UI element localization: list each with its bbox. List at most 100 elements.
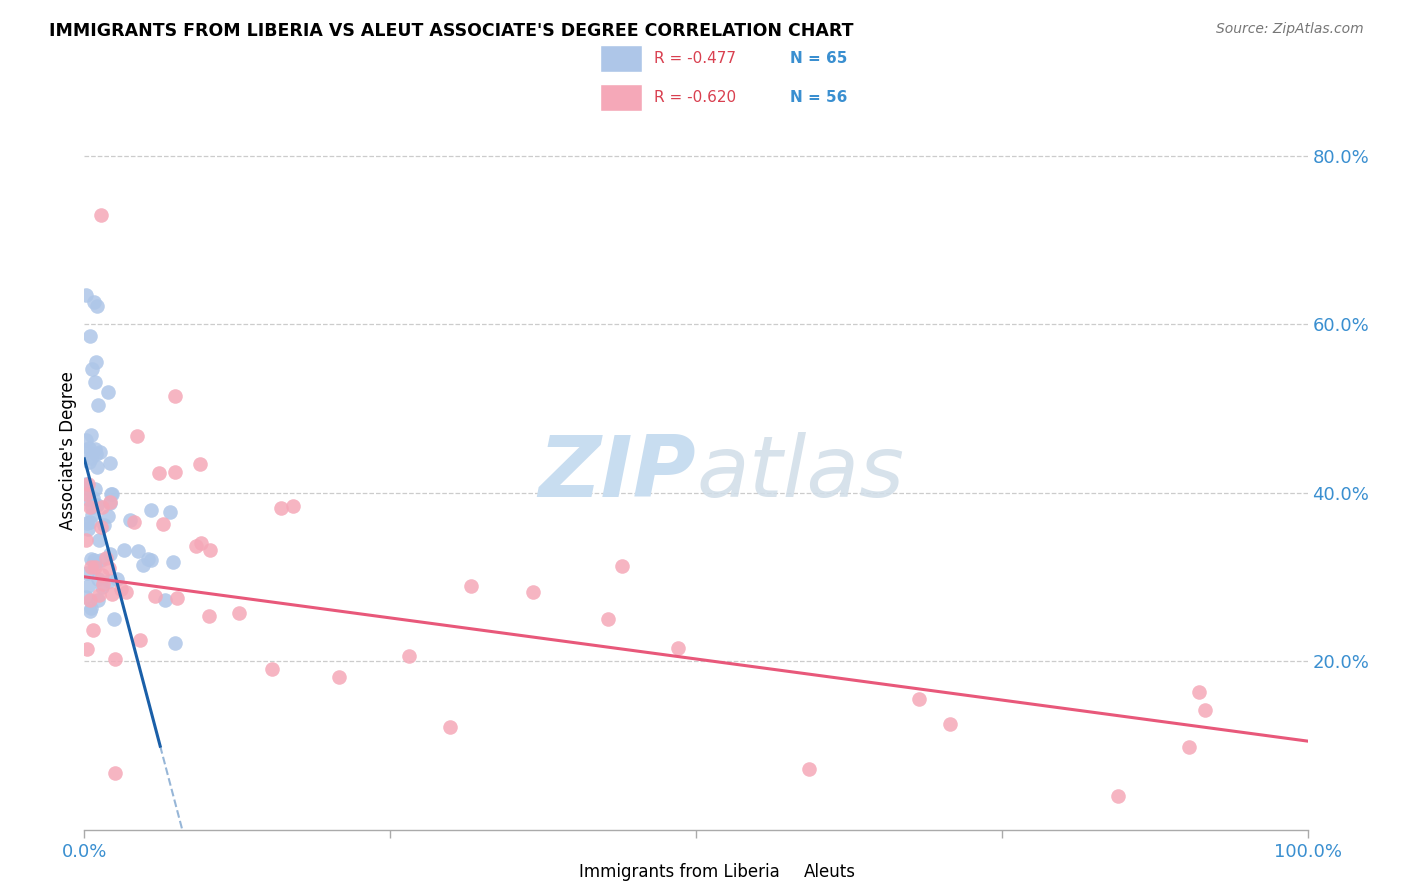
Point bbox=[125, 429, 148, 443]
Point bbox=[84, 355, 107, 369]
Point bbox=[75, 477, 97, 491]
Point bbox=[98, 457, 121, 471]
FancyBboxPatch shape bbox=[599, 45, 643, 72]
Point bbox=[80, 361, 103, 376]
Point bbox=[228, 606, 250, 620]
Point bbox=[136, 551, 159, 566]
FancyBboxPatch shape bbox=[599, 84, 643, 112]
Point bbox=[83, 555, 105, 569]
Point bbox=[98, 561, 121, 575]
Point bbox=[79, 604, 101, 618]
Point bbox=[104, 652, 127, 666]
Point bbox=[86, 459, 108, 474]
Point bbox=[87, 592, 110, 607]
Point bbox=[1178, 739, 1201, 754]
Point bbox=[84, 442, 107, 456]
Text: IMMIGRANTS FROM LIBERIA VS ALEUT ASSOCIATE'S DEGREE CORRELATION CHART: IMMIGRANTS FROM LIBERIA VS ALEUT ASSOCIA… bbox=[49, 22, 853, 40]
Text: N = 56: N = 56 bbox=[790, 90, 848, 105]
Point bbox=[165, 636, 187, 650]
Point bbox=[184, 539, 207, 553]
Point bbox=[141, 553, 163, 567]
Point bbox=[82, 491, 104, 506]
Point bbox=[281, 500, 304, 514]
Point bbox=[75, 442, 97, 457]
Point bbox=[797, 762, 820, 776]
Point bbox=[129, 632, 152, 647]
Point bbox=[76, 566, 98, 581]
Point bbox=[75, 486, 97, 500]
Point bbox=[596, 612, 619, 626]
Point bbox=[77, 491, 100, 506]
Point bbox=[87, 572, 110, 586]
Point bbox=[79, 455, 101, 469]
Point bbox=[75, 434, 97, 448]
Point bbox=[97, 509, 120, 524]
Point bbox=[100, 487, 122, 501]
Point bbox=[188, 457, 211, 471]
Point bbox=[75, 591, 97, 605]
Point bbox=[166, 591, 188, 605]
Point bbox=[328, 670, 350, 684]
Point bbox=[75, 288, 97, 302]
Point bbox=[83, 376, 105, 390]
Point bbox=[439, 720, 461, 734]
Point bbox=[79, 500, 101, 514]
Point bbox=[80, 500, 103, 514]
Point bbox=[190, 536, 212, 550]
Point bbox=[80, 428, 103, 442]
Point bbox=[522, 584, 544, 599]
Point bbox=[120, 513, 142, 527]
Point bbox=[122, 515, 145, 529]
Point bbox=[115, 584, 138, 599]
Point bbox=[76, 516, 98, 530]
Point bbox=[97, 574, 120, 588]
Point bbox=[666, 640, 689, 655]
Point bbox=[110, 582, 132, 596]
Point bbox=[82, 508, 104, 522]
Point bbox=[152, 517, 174, 532]
Point bbox=[103, 612, 125, 626]
Point bbox=[84, 557, 107, 571]
Point bbox=[1194, 703, 1216, 717]
Point bbox=[908, 691, 931, 706]
Point bbox=[143, 589, 166, 603]
Point bbox=[90, 568, 112, 582]
Point bbox=[155, 592, 177, 607]
Point bbox=[260, 662, 283, 676]
Text: R = -0.477: R = -0.477 bbox=[654, 51, 735, 66]
Point bbox=[80, 450, 103, 465]
Point bbox=[76, 477, 98, 491]
Text: N = 65: N = 65 bbox=[790, 51, 848, 66]
Point bbox=[100, 487, 122, 501]
Text: R = -0.620: R = -0.620 bbox=[654, 90, 737, 105]
Point bbox=[398, 649, 420, 664]
Text: ZIP: ZIP bbox=[538, 432, 696, 515]
Point bbox=[91, 576, 114, 591]
Point bbox=[1188, 685, 1211, 699]
Point bbox=[79, 516, 101, 530]
Point bbox=[87, 533, 110, 548]
Text: atlas: atlas bbox=[696, 432, 904, 515]
Point bbox=[91, 580, 114, 594]
Text: Immigrants from Liberia: Immigrants from Liberia bbox=[579, 863, 780, 881]
Point bbox=[98, 495, 121, 509]
Point bbox=[80, 560, 103, 574]
Point bbox=[198, 543, 221, 558]
Point bbox=[89, 588, 111, 602]
Point bbox=[98, 547, 121, 561]
Point bbox=[90, 208, 112, 222]
Text: Aleuts: Aleuts bbox=[804, 863, 856, 881]
Point bbox=[104, 766, 127, 780]
Point bbox=[139, 503, 162, 517]
Point bbox=[79, 328, 101, 343]
Point bbox=[98, 495, 121, 509]
Point bbox=[94, 551, 117, 566]
Point bbox=[82, 623, 104, 637]
Point bbox=[93, 518, 115, 533]
Point bbox=[105, 572, 128, 586]
Point bbox=[100, 587, 122, 601]
Point bbox=[132, 558, 155, 572]
Point bbox=[610, 558, 633, 573]
Point bbox=[198, 609, 221, 624]
Point bbox=[89, 445, 111, 459]
